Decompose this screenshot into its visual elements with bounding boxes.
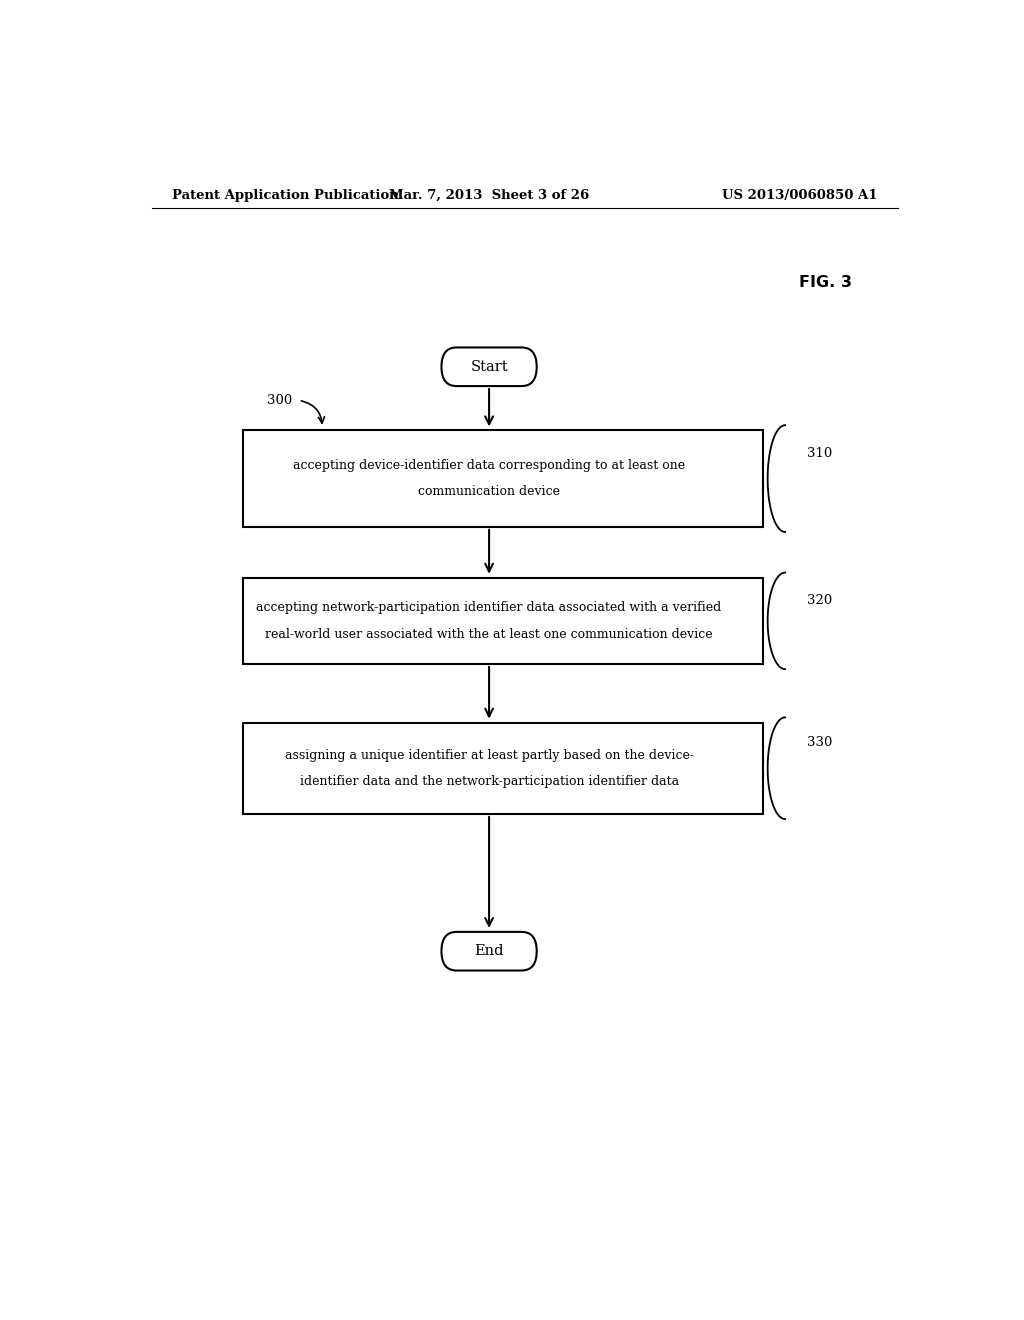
FancyBboxPatch shape xyxy=(243,578,763,664)
Text: assigning a unique identifier at least partly based on the device-: assigning a unique identifier at least p… xyxy=(285,748,693,762)
Text: 320: 320 xyxy=(807,594,831,607)
Text: accepting device-identifier data corresponding to at least one: accepting device-identifier data corresp… xyxy=(293,459,685,471)
Text: 330: 330 xyxy=(807,737,831,750)
FancyBboxPatch shape xyxy=(243,722,763,814)
Text: FIG. 3: FIG. 3 xyxy=(799,275,852,290)
Text: 300: 300 xyxy=(267,393,292,407)
Text: real-world user associated with the at least one communication device: real-world user associated with the at l… xyxy=(265,627,713,640)
Text: Start: Start xyxy=(470,360,508,374)
FancyBboxPatch shape xyxy=(441,932,537,970)
Text: communication device: communication device xyxy=(418,486,560,498)
Text: accepting network-participation identifier data associated with a verified: accepting network-participation identifi… xyxy=(256,601,722,614)
Text: Mar. 7, 2013  Sheet 3 of 26: Mar. 7, 2013 Sheet 3 of 26 xyxy=(389,189,589,202)
FancyBboxPatch shape xyxy=(243,430,763,527)
FancyBboxPatch shape xyxy=(441,347,537,385)
Text: End: End xyxy=(474,944,504,958)
Text: 310: 310 xyxy=(807,446,831,459)
Text: Patent Application Publication: Patent Application Publication xyxy=(172,189,398,202)
Text: US 2013/0060850 A1: US 2013/0060850 A1 xyxy=(723,189,878,202)
Text: identifier data and the network-participation identifier data: identifier data and the network-particip… xyxy=(300,775,679,788)
